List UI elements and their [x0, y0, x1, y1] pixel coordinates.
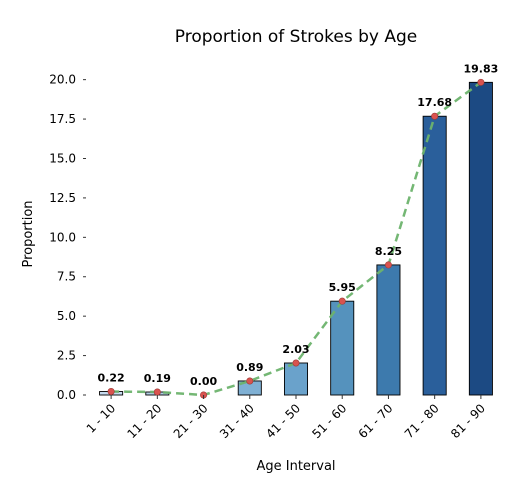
data-label: 8.25	[375, 245, 402, 258]
y-tick-label: 15.0	[49, 151, 76, 165]
bar-81-90	[468, 81, 493, 396]
y-tick-label: 20.0	[49, 73, 76, 87]
data-label: 0.19	[144, 372, 171, 385]
trend-point	[153, 388, 161, 396]
y-tick-label: 7.5	[57, 270, 76, 284]
trend-point	[292, 359, 300, 367]
x-tick-label: 81 - 90	[448, 401, 488, 441]
trend-point	[384, 261, 392, 269]
trend-line	[107, 78, 485, 399]
x-tick-label: 51 - 60	[309, 401, 349, 441]
data-label: 2.03	[282, 343, 309, 356]
x-axis: 1 - 10 11 - 20 21 - 30 31 - 40 41 - 50 51 - 6…	[84, 395, 488, 441]
trend-point	[107, 388, 115, 396]
chart-title: Proportion of Strokes by Age	[175, 27, 417, 47]
x-axis-label: Age Interval	[256, 459, 335, 474]
y-tick-label: 5.0	[57, 309, 76, 323]
data-label: 0.22	[98, 372, 125, 385]
data-label: 0.00	[190, 375, 217, 388]
x-tick-label: 11 - 20	[125, 401, 165, 441]
trend-point	[338, 297, 346, 305]
trend-point	[431, 112, 439, 120]
x-tick-label: 21 - 30	[171, 401, 211, 441]
bar-51-60	[330, 300, 355, 396]
trend-polyline	[111, 81, 482, 397]
data-label: 5.95	[329, 281, 356, 294]
y-tick-label: 12.5	[49, 191, 76, 205]
bars	[99, 81, 493, 396]
bar-71-80	[422, 115, 447, 396]
data-label: 0.89	[236, 361, 263, 374]
y-axis-label: Proportion	[21, 200, 36, 267]
data-labels: 0.22 0.19 0.00 0.89 2.03 5.95 8.25 17.68 19.83	[98, 62, 499, 388]
x-tick-label: 61 - 70	[356, 401, 396, 441]
x-tick-label: 31 - 40	[217, 401, 257, 441]
trend-point	[477, 78, 485, 86]
bar-41-50	[283, 362, 309, 396]
data-label: 17.68	[417, 96, 452, 109]
x-tick-label: 1 - 10	[84, 401, 119, 436]
x-tick-label: 71 - 80	[402, 401, 442, 441]
y-tick-label: 10.0	[49, 230, 76, 244]
y-tick-label: 17.5	[49, 112, 76, 126]
y-axis: 0.0 2.5 5.0 7.5 10.0 12.5 15.0 17.5 20.0	[49, 73, 86, 402]
data-label: 19.83	[463, 62, 498, 75]
y-tick-label: 0.0	[57, 388, 76, 402]
y-tick-label: 2.5	[57, 349, 76, 363]
trend-point	[246, 377, 254, 385]
bar-61-70	[376, 264, 401, 396]
x-tick-label: 41 - 50	[263, 401, 303, 441]
